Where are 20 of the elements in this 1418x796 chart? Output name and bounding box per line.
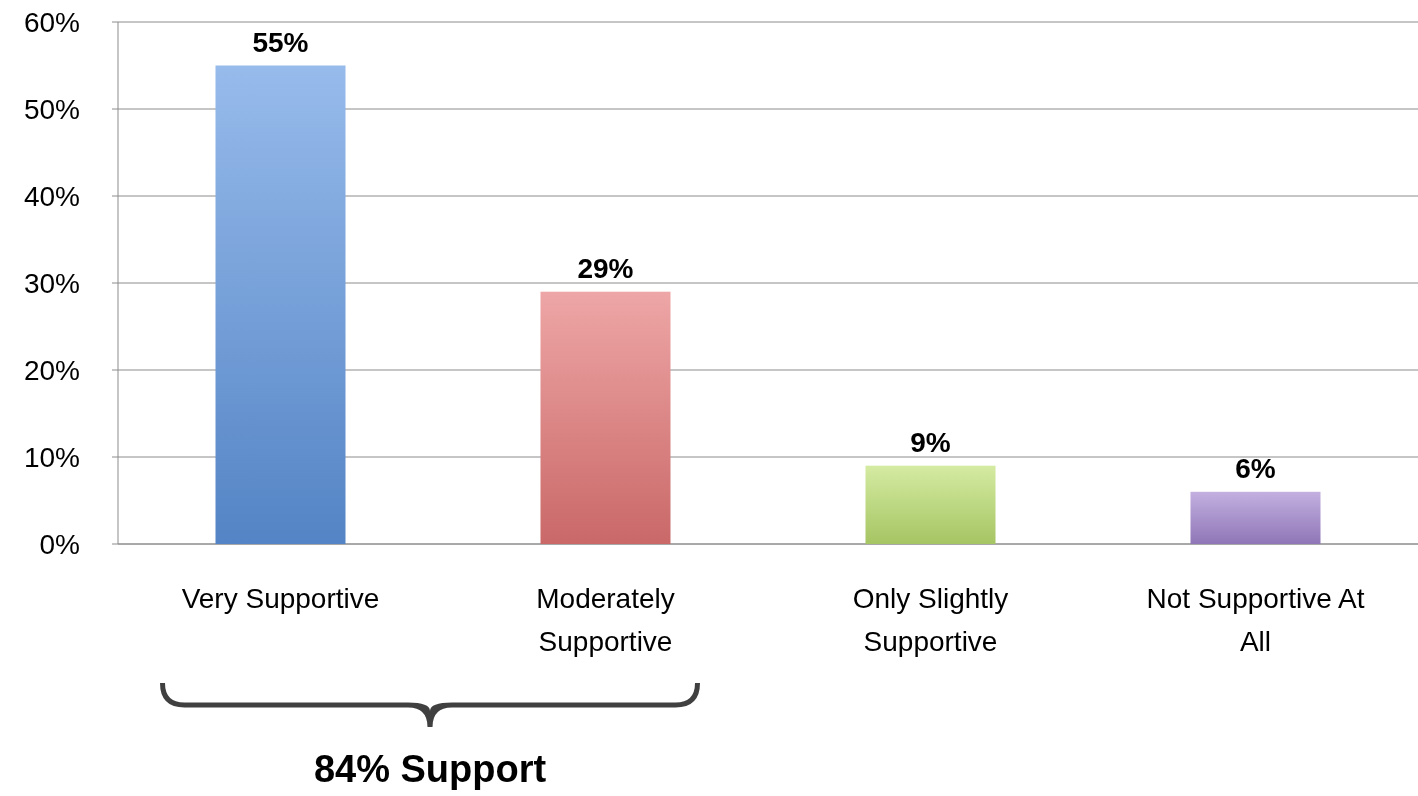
y-tick-label: 20% (23, 354, 80, 386)
y-tick-label: 30% (23, 267, 80, 299)
y-tick-label: 40% (23, 180, 80, 212)
data-label: 9% (910, 426, 951, 458)
data-label: 6% (1235, 452, 1276, 484)
y-tick-label: 0% (39, 528, 80, 560)
bar (1190, 491, 1321, 544)
bar (540, 291, 671, 544)
x-tick-label: Very Supportive (181, 583, 380, 614)
text: 84% Support (313, 748, 547, 790)
data-label: 55% (252, 26, 309, 58)
bar (215, 65, 346, 544)
bar (865, 465, 996, 544)
y-tick-label: 60% (23, 6, 80, 38)
data-label: 29% (577, 252, 634, 284)
y-tick-label: 50% (23, 93, 80, 125)
x-tick-label: Not Supportive At All (1146, 583, 1365, 657)
y-tick-label: 10% (23, 441, 80, 473)
x-tick-label: Moderately Supportive (536, 583, 675, 657)
x-tick-label: Only Slightly Supportive (852, 583, 1009, 657)
